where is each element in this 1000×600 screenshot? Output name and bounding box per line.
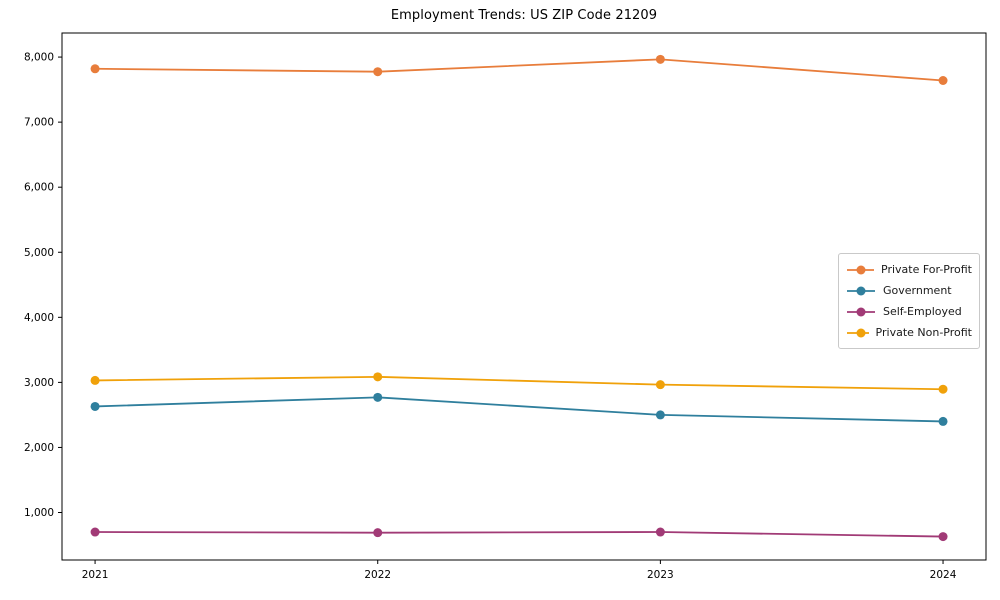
- legend: Private For-Profit Government Self-Employe…: [838, 253, 980, 349]
- legend-label-government: Government: [883, 284, 952, 297]
- y-tick-label: 3,000: [24, 377, 54, 389]
- x-tick-label: 2024: [930, 569, 957, 581]
- series-line-private-non-profit: [94, 375, 944, 391]
- data-point-private-non-profit: [90, 375, 100, 385]
- legend-label-self-employed: Self-Employed: [883, 305, 962, 318]
- data-point-government: [655, 410, 665, 420]
- y-tick-label: 8,000: [24, 52, 54, 64]
- data-point-private-for-profit: [655, 54, 665, 64]
- chart-title: Employment Trends: US ZIP Code 21209: [390, 8, 658, 23]
- data-point-government: [373, 392, 383, 402]
- data-point-government: [938, 416, 948, 426]
- data-point-self-employed: [90, 527, 100, 537]
- legend-item-private-non-profit: Private Non-Profit: [846, 322, 972, 343]
- x-tick-label: 2021: [82, 569, 109, 581]
- x-tick-label: 2022: [364, 569, 391, 581]
- series-line-private-for-profit: [94, 58, 944, 82]
- y-tick-label: 2,000: [24, 442, 54, 454]
- data-point-self-employed: [655, 527, 665, 537]
- data-point-private-for-profit: [373, 67, 383, 77]
- data-point-private-for-profit: [938, 75, 948, 85]
- legend-label-private-for-profit: Private For-Profit: [881, 263, 972, 276]
- data-point-private-non-profit: [938, 384, 948, 394]
- data-point-self-employed: [938, 532, 948, 542]
- legend-marker-private-for-profit: [847, 265, 874, 274]
- y-tick-label: 6,000: [24, 182, 54, 194]
- axes-frame: [61, 32, 987, 561]
- data-point-government: [90, 401, 100, 411]
- series-line-government: [94, 396, 944, 423]
- data-point-self-employed: [373, 528, 383, 538]
- y-tick-label: 4,000: [24, 312, 54, 324]
- legend-marker-self-employed: [847, 307, 875, 316]
- legend-item-self-employed: Self-Employed: [846, 301, 972, 322]
- y-tick-label: 7,000: [24, 117, 54, 129]
- legend-marker-private-non-profit: [847, 328, 869, 337]
- x-tick-label: 2023: [647, 569, 674, 581]
- data-point-private-for-profit: [90, 64, 100, 74]
- legend-marker-government: [847, 286, 875, 295]
- legend-item-private-for-profit: Private For-Profit: [846, 259, 972, 280]
- legend-label-private-non-profit: Private Non-Profit: [875, 326, 972, 339]
- data-point-private-non-profit: [655, 380, 665, 390]
- y-tick-label: 5,000: [24, 247, 54, 259]
- y-tick-label: 1,000: [24, 507, 54, 519]
- data-point-private-non-profit: [373, 372, 383, 382]
- series-line-self-employed: [94, 531, 944, 538]
- legend-item-government: Government: [846, 280, 972, 301]
